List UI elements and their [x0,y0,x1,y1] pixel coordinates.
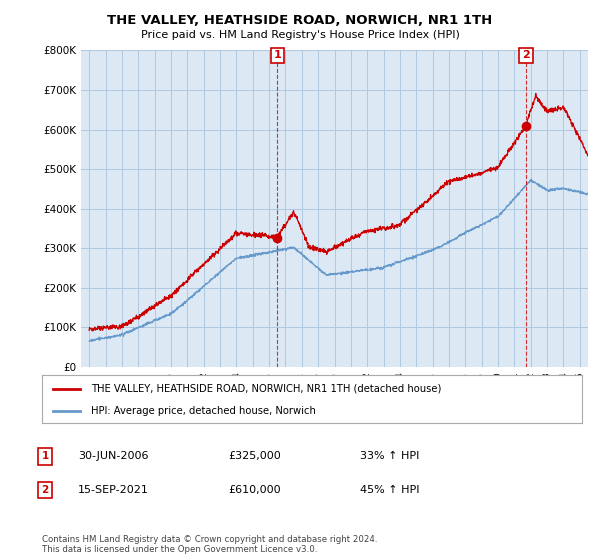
Text: THE VALLEY, HEATHSIDE ROAD, NORWICH, NR1 1TH: THE VALLEY, HEATHSIDE ROAD, NORWICH, NR1… [107,14,493,27]
Text: THE VALLEY, HEATHSIDE ROAD, NORWICH, NR1 1TH (detached house): THE VALLEY, HEATHSIDE ROAD, NORWICH, NR1… [91,384,441,394]
Text: 15-SEP-2021: 15-SEP-2021 [78,485,149,495]
Text: 2: 2 [41,485,49,495]
Text: £610,000: £610,000 [228,485,281,495]
Text: Price paid vs. HM Land Registry's House Price Index (HPI): Price paid vs. HM Land Registry's House … [140,30,460,40]
Text: 45% ↑ HPI: 45% ↑ HPI [360,485,419,495]
Text: 2: 2 [522,50,530,60]
Text: 1: 1 [274,50,281,60]
Text: HPI: Average price, detached house, Norwich: HPI: Average price, detached house, Norw… [91,406,316,416]
Text: 33% ↑ HPI: 33% ↑ HPI [360,451,419,461]
Text: £325,000: £325,000 [228,451,281,461]
Text: 30-JUN-2006: 30-JUN-2006 [78,451,149,461]
Text: Contains HM Land Registry data © Crown copyright and database right 2024.
This d: Contains HM Land Registry data © Crown c… [42,535,377,554]
Text: 1: 1 [41,451,49,461]
